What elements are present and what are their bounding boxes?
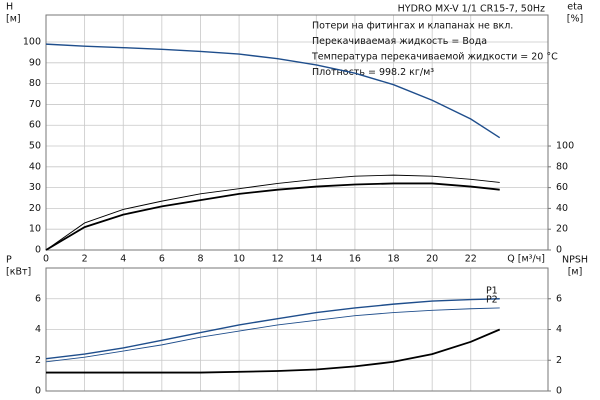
series-label: P2 [486, 294, 498, 305]
x-tick-label: 14 [310, 254, 322, 265]
y2-tick-label: 80 [556, 161, 568, 172]
y-tick-label: 2 [35, 355, 41, 366]
y-tick-label: 0 [35, 386, 41, 397]
y-tick-label: 80 [29, 78, 41, 89]
x-tick-label: 8 [197, 254, 203, 265]
y-tick-label: 30 [29, 182, 41, 193]
y2-tick-label: 2 [556, 355, 562, 366]
y-axis-label: [кВт] [6, 267, 31, 278]
x-tick-label: 4 [120, 254, 126, 265]
y2-tick-label: 20 [556, 224, 568, 235]
plot-frame [45, 267, 549, 392]
annotation: Перекачиваемая жидкость = Вода [312, 36, 487, 47]
y2-tick-label: 100 [556, 141, 574, 152]
y-tick-label: 60 [29, 120, 41, 131]
y2-tick-label: 40 [556, 203, 568, 214]
y-axis-label: H [6, 2, 13, 13]
y-tick-label: 100 [23, 37, 41, 48]
y-tick-label: 6 [35, 293, 41, 304]
y2-tick-label: 0 [556, 245, 562, 256]
y-axis-label: P [6, 255, 12, 266]
x-tick-label: 0 [43, 254, 49, 265]
y2-tick-label: 60 [556, 182, 568, 193]
y2-tick-label: 6 [556, 293, 562, 304]
series-label: P1 [486, 285, 498, 296]
annotation: Плотность = 998.2 кг/м³ [312, 67, 434, 78]
y-tick-label: 20 [29, 203, 41, 214]
y2-axis-label: NPSH [562, 255, 588, 266]
y-tick-label: 50 [29, 141, 41, 152]
y-tick-label: 40 [29, 161, 41, 172]
x-tick-label: 18 [387, 254, 399, 265]
curve [46, 328, 501, 374]
x-tick-label: 6 [159, 254, 165, 265]
y2-tick-label: 4 [556, 324, 562, 335]
curve [45, 307, 500, 363]
chart-title: HYDRO MX-V 1/1 CR15-7, 50Hz [398, 4, 545, 15]
y-tick-label: 10 [29, 224, 41, 235]
y2-tick-label: 0 [556, 386, 562, 397]
x-tick-label: 2 [82, 254, 88, 265]
y2-axis-label: eta [567, 2, 582, 13]
y-tick-label: 70 [29, 99, 41, 110]
y2-axis-label: [%] [567, 14, 583, 25]
y-axis-label: [м] [6, 14, 21, 25]
y-tick-label: 4 [35, 324, 41, 335]
x-tick-label: 10 [233, 254, 245, 265]
annotation: Температура перекачиваемой жидкости = 20… [311, 52, 558, 63]
x-tick-label: 20 [426, 254, 438, 265]
x-tick-label: 16 [349, 254, 361, 265]
annotation: Потери на фитингах и клапанах не вкл. [312, 21, 513, 32]
y-tick-label: 90 [29, 57, 41, 68]
curve [45, 298, 500, 360]
curve [45, 182, 500, 251]
curve [45, 174, 500, 251]
y-tick-label: 0 [35, 245, 41, 256]
curve [45, 43, 501, 139]
x-axis-label: Q [м³/ч] [507, 254, 545, 265]
x-tick-label: 22 [465, 254, 477, 265]
plot-frame [45, 14, 549, 251]
y2-axis-label: [м] [568, 267, 583, 278]
x-tick-label: 12 [272, 254, 284, 265]
